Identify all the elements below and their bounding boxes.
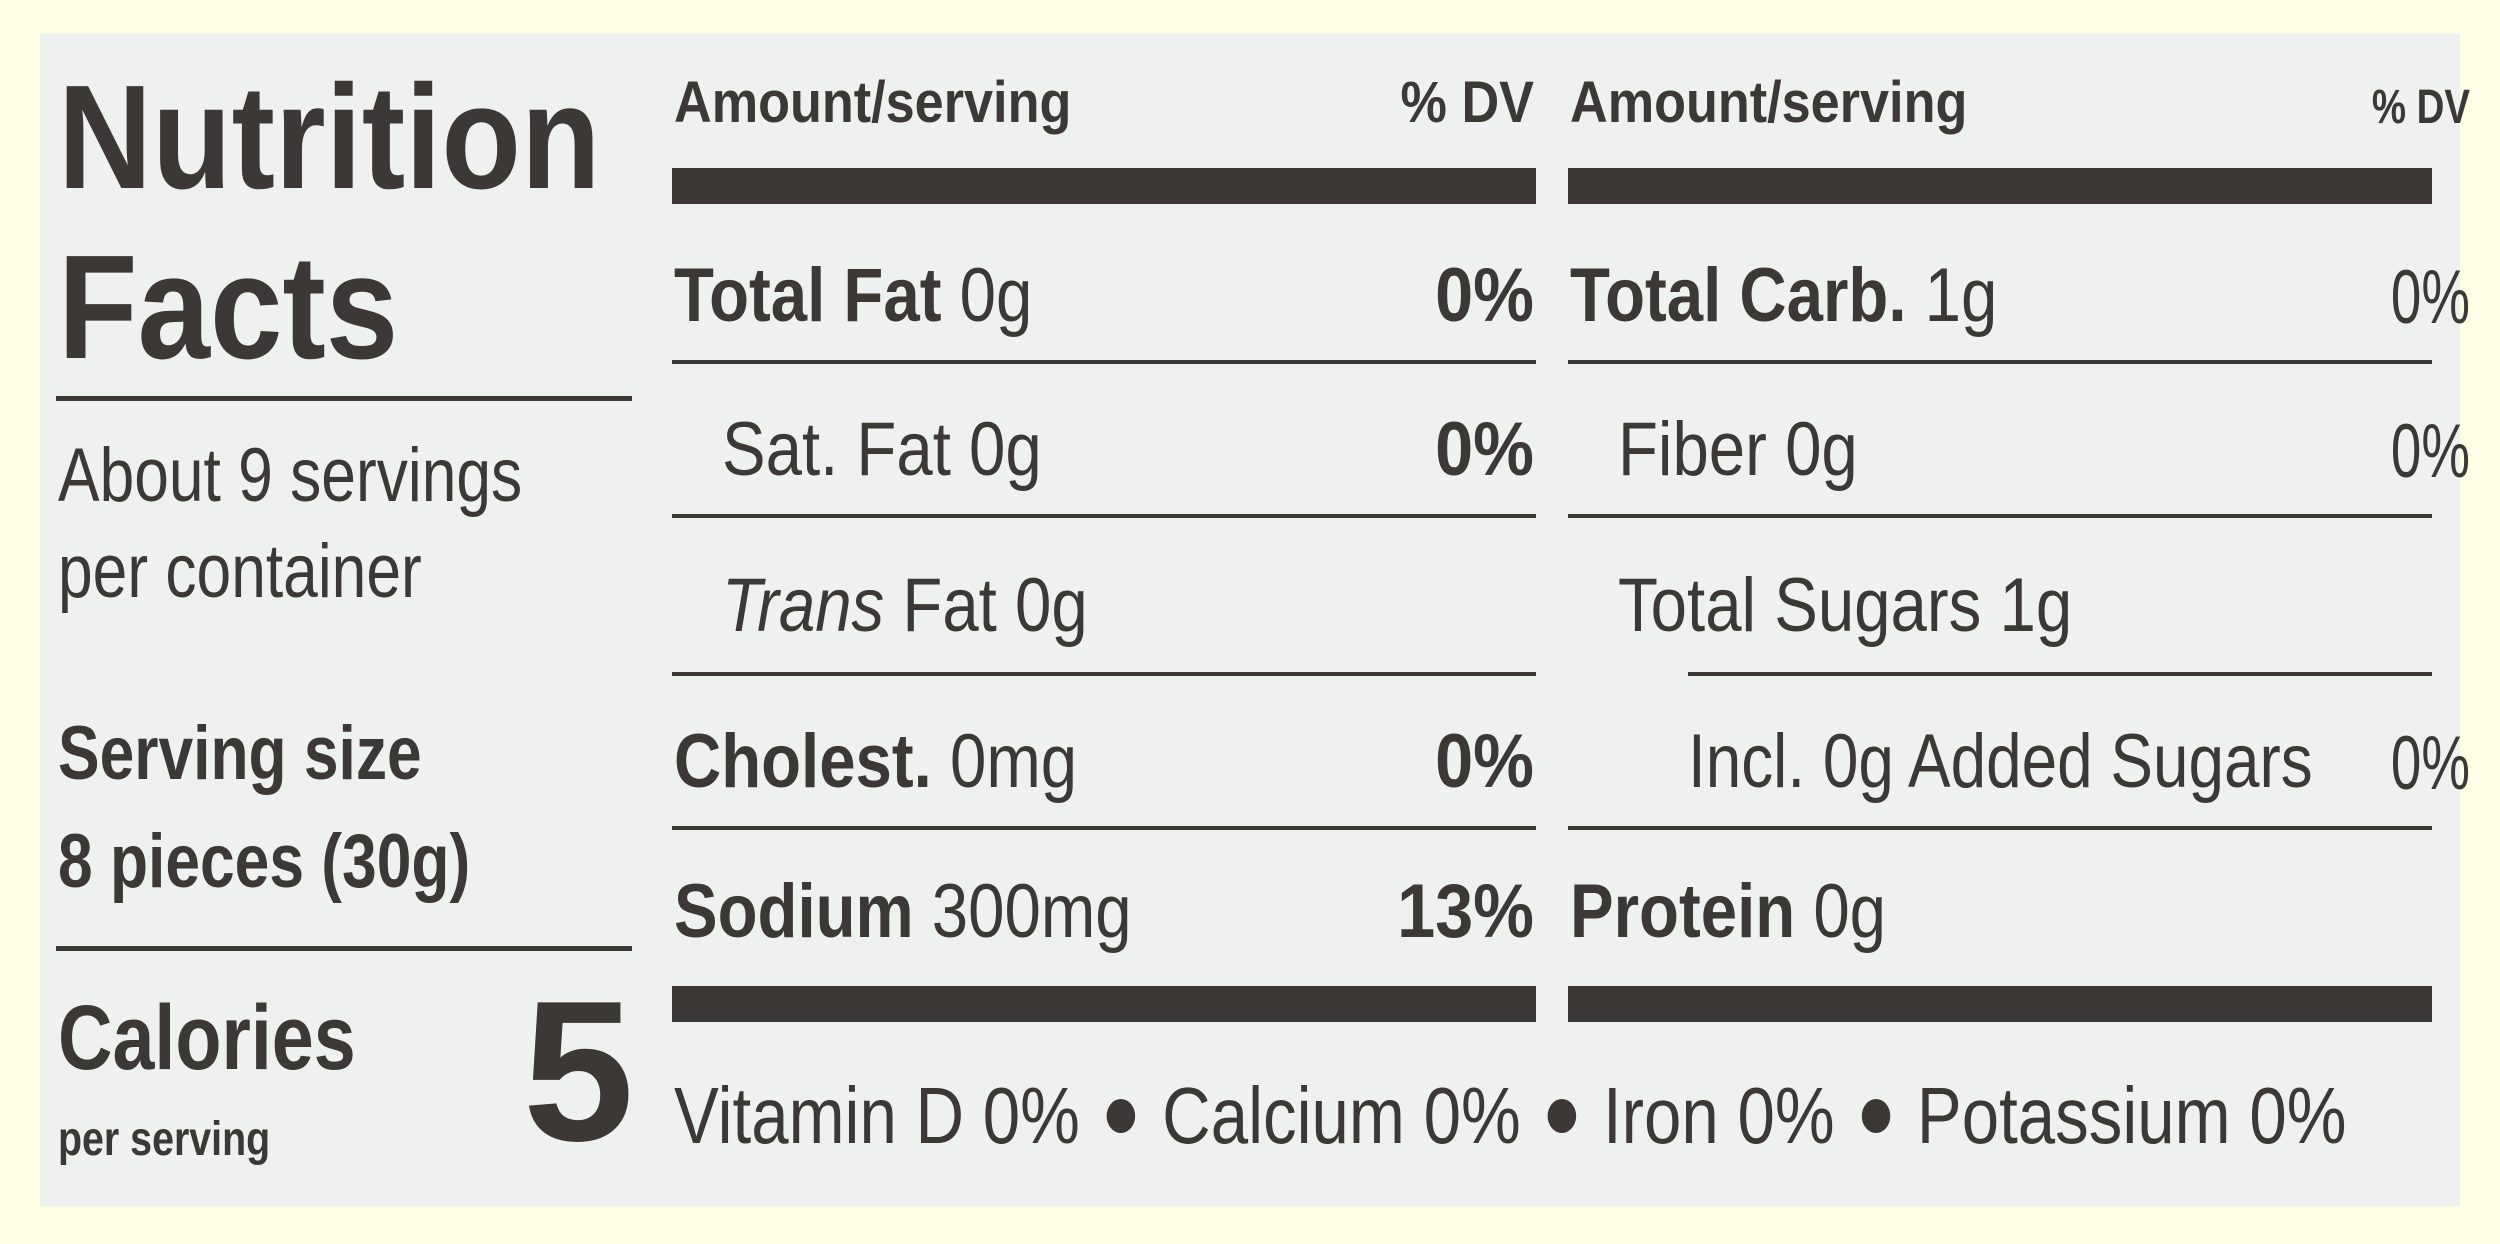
divider <box>1688 672 2432 676</box>
sat-fat-label: Sat. Fat 0g <box>722 407 1042 492</box>
cholest-row: Cholest. 0mg <box>674 724 1077 800</box>
right-header-amount: Amount/serving <box>1570 70 1968 135</box>
trans-fat-row: Trans Fat 0g <box>722 568 1088 644</box>
divider <box>1568 360 2432 364</box>
cholest-label: Cholest. <box>674 719 932 804</box>
sodium-dv: 13% <box>1397 869 1534 954</box>
calories-per-serving: per serving <box>58 1113 271 1166</box>
calories-label: Calories <box>58 987 356 1089</box>
sodium-label: Sodium <box>674 869 914 954</box>
servings-per-container-line2: per container <box>58 529 422 614</box>
cholest-amount: 0mg <box>950 719 1078 804</box>
fiber-dv: 0% <box>2390 409 2470 494</box>
bullet-icon <box>1106 1098 1136 1133</box>
divider <box>672 514 1536 518</box>
left-header-amount: Amount/serving <box>674 70 1072 135</box>
total-fat-label: Total Fat <box>674 253 942 338</box>
protein-amount: 0g <box>1813 869 1887 954</box>
title-nutrition: Nutrition <box>58 55 601 220</box>
calories-value: 5 <box>522 960 634 1183</box>
right-header-dv: % DV <box>2371 81 2470 134</box>
divider <box>56 946 632 951</box>
thick-bar <box>672 986 1536 1022</box>
thick-bar <box>1568 986 2432 1022</box>
bullet-icon <box>1861 1098 1891 1133</box>
vitamin-d: Vitamin D 0% <box>674 1071 1080 1160</box>
total-carb-label: Total Carb. <box>1570 253 1907 338</box>
added-sugars-label: Incl. 0g Added Sugars <box>1688 719 2313 804</box>
protein-label: Protein <box>1570 869 1796 954</box>
potassium: Potassium 0% <box>1916 1071 2347 1160</box>
divider <box>672 672 1536 676</box>
fiber-label: Fiber 0g <box>1618 407 1858 492</box>
sodium-amount: 300mg <box>931 869 1132 954</box>
total-carb-amount: 1g <box>1924 253 1998 338</box>
thick-bar <box>672 168 1536 204</box>
added-sugars-dv: 0% <box>2390 721 2470 806</box>
nutrition-facts-label: Nutrition Facts About 9 servings per con… <box>40 34 2470 1206</box>
sat-fat-dv: 0% <box>1435 407 1534 492</box>
title-facts: Facts <box>58 225 399 390</box>
bullet-icon <box>1547 1098 1577 1133</box>
divider <box>672 826 1536 830</box>
divider <box>1568 826 2432 830</box>
total-carb-row: Total Carb. 1g <box>1570 258 1997 334</box>
divider <box>672 360 1536 364</box>
total-carb-dv: 0% <box>2390 255 2470 340</box>
serving-size-label: Serving size <box>58 711 422 796</box>
trans-fat-italic: Trans <box>722 563 885 648</box>
calcium: Calcium 0% <box>1162 1071 1521 1160</box>
vitamins-line: Vitamin D 0% Calcium 0% Iron 0% Potassium 0… <box>674 1076 2346 1156</box>
left-header-dv: % DV <box>1400 70 1534 135</box>
serving-size-value: 8 pieces (30g) <box>58 819 471 904</box>
total-fat-amount: 0g <box>959 253 1033 338</box>
total-fat-row: Total Fat 0g <box>674 258 1032 334</box>
protein-row: Protein 0g <box>1570 874 1886 950</box>
cholest-dv: 0% <box>1435 719 1534 804</box>
iron: Iron 0% <box>1603 1071 1835 1160</box>
divider <box>1568 514 2432 518</box>
divider <box>56 396 632 401</box>
trans-fat-rest: Fat 0g <box>902 563 1088 648</box>
total-sugars-label: Total Sugars 1g <box>1618 563 2073 648</box>
servings-per-container-line1: About 9 servings <box>58 433 523 518</box>
total-fat-dv: 0% <box>1435 253 1534 338</box>
thick-bar <box>1568 168 2432 204</box>
sodium-row: Sodium 300mg <box>674 874 1132 950</box>
